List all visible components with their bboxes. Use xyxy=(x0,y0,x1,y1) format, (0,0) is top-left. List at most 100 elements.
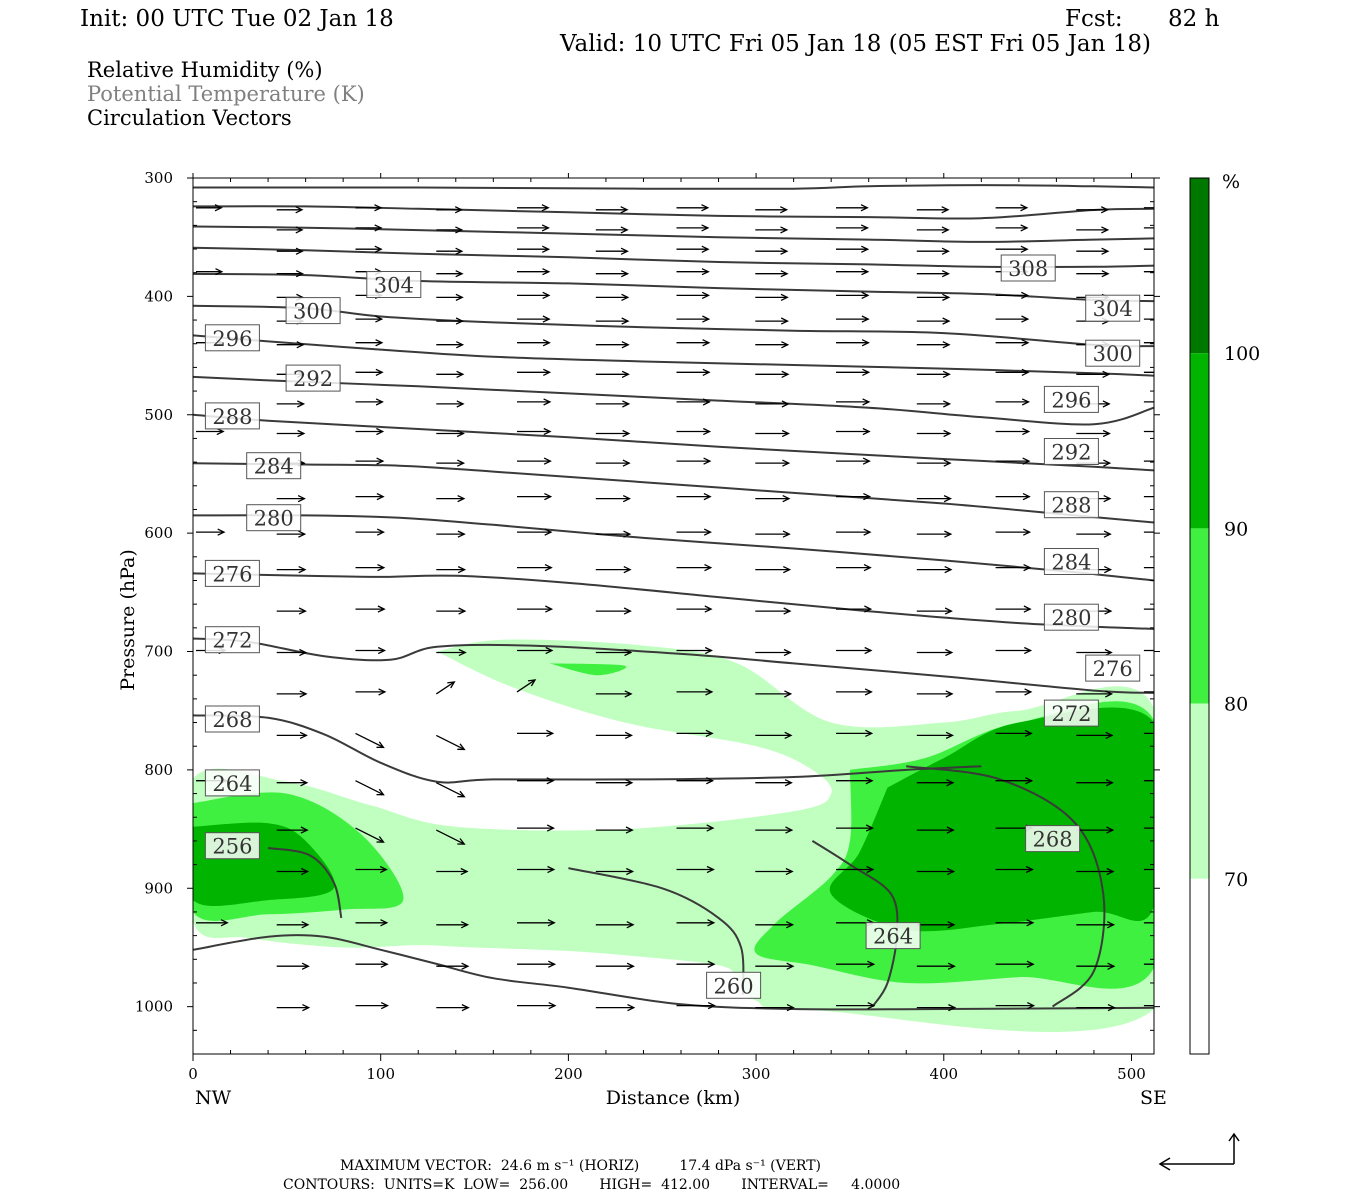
circulation-vector xyxy=(836,245,870,253)
circulation-vector xyxy=(595,400,631,408)
circulation-vector xyxy=(995,1002,1036,1010)
vector-head xyxy=(458,607,467,615)
theta-contour-272 xyxy=(193,514,1154,582)
circulation-vector xyxy=(916,826,955,834)
contour-label-292: 292 xyxy=(285,364,341,392)
colorbar-label: 80 xyxy=(1224,694,1248,716)
vector-head xyxy=(864,688,873,696)
contour-label-300: 300 xyxy=(285,297,341,325)
vector-head xyxy=(780,293,789,301)
contour-label-box xyxy=(246,504,302,532)
vector-head xyxy=(944,530,953,538)
vector-head xyxy=(380,919,389,927)
vector-head xyxy=(295,206,304,214)
vector-head xyxy=(461,1004,470,1012)
circulation-vector xyxy=(836,427,871,436)
circulation-vector xyxy=(517,824,555,832)
circulation-vector xyxy=(595,370,630,378)
circulation-vector xyxy=(436,782,466,798)
contour-labels: 3083043043003002962962922922882882842842… xyxy=(204,254,1141,999)
vector-head xyxy=(862,398,871,406)
vector-head xyxy=(377,605,386,613)
vector-head xyxy=(547,919,556,927)
circulation-vector xyxy=(836,646,873,655)
vector-head xyxy=(1021,291,1030,299)
circulation-vector xyxy=(355,427,385,436)
circulation-vector xyxy=(517,291,551,299)
vector-shaft xyxy=(516,679,536,693)
contour-label-text: 272 xyxy=(212,629,252,653)
vector-head xyxy=(299,731,308,739)
circulation-vector xyxy=(436,341,465,349)
contour-label-text: 284 xyxy=(254,455,294,479)
contour-label-260: 260 xyxy=(706,971,762,999)
vector-head xyxy=(376,457,385,465)
vector-head xyxy=(623,607,632,615)
circulation-vector xyxy=(676,398,711,406)
vector-head xyxy=(376,788,385,796)
circulation-vector xyxy=(196,427,225,436)
vector-head xyxy=(625,779,634,787)
vector-head xyxy=(701,204,710,212)
circulation-vector xyxy=(595,270,630,278)
circulation-vector xyxy=(355,224,383,232)
theta-contours xyxy=(193,184,1154,1011)
circulation-vector xyxy=(276,370,305,378)
vector-head xyxy=(861,245,870,253)
circulation-vector xyxy=(1143,430,1154,433)
circulation-vector xyxy=(196,919,229,927)
circulation-vector xyxy=(517,605,554,613)
circulation-vector xyxy=(276,341,305,349)
vector-head xyxy=(1171,458,1177,464)
vector-head xyxy=(947,962,956,970)
theta-contour-284 xyxy=(193,375,1154,426)
vector-head xyxy=(627,1004,636,1012)
theta-contour-296 xyxy=(193,272,1154,303)
circulation-vector xyxy=(595,731,633,739)
vector-head xyxy=(374,204,383,212)
circulation-vector xyxy=(276,400,306,408)
circulation-vector xyxy=(1076,206,1110,214)
vector-head xyxy=(1101,293,1110,301)
circulation-vector xyxy=(995,564,1032,572)
vector-head xyxy=(543,368,552,376)
circulation-vector xyxy=(676,339,711,347)
contour-label-288: 288 xyxy=(204,402,260,430)
theta-contour-300 xyxy=(193,246,1154,269)
vector-head xyxy=(786,1004,795,1012)
circulation-vector xyxy=(436,370,465,378)
circulation-vector xyxy=(836,204,869,212)
contour-label-text: 276 xyxy=(1093,657,1133,681)
vector-head xyxy=(543,457,552,465)
circulation-vector xyxy=(436,530,466,538)
vector-head xyxy=(863,528,872,536)
circulation-vector xyxy=(517,960,557,968)
vector-head xyxy=(781,370,790,378)
vector-head xyxy=(706,824,715,832)
y-tick-label: 300 xyxy=(144,169,173,187)
circulation-vector xyxy=(755,206,789,214)
vector-head xyxy=(706,777,715,785)
vector-head xyxy=(1101,247,1110,255)
circulation-vector xyxy=(276,962,310,970)
circulation-vector xyxy=(355,960,389,968)
circulation-vector xyxy=(595,293,630,301)
circulation-vector xyxy=(1143,691,1154,693)
vector-head xyxy=(1170,369,1176,375)
vector-head xyxy=(1102,341,1111,349)
contour-label-box xyxy=(204,705,260,733)
vector-head xyxy=(543,427,552,436)
theta-contour-260 xyxy=(568,867,745,995)
vector-head xyxy=(1107,1004,1116,1012)
circulation-vector xyxy=(355,457,385,465)
vector-head xyxy=(785,826,794,834)
circulation-vector xyxy=(1076,779,1114,787)
vector-head xyxy=(296,370,305,378)
vector-head xyxy=(780,270,789,278)
vector-head xyxy=(377,646,386,655)
vector-head xyxy=(622,459,631,467)
theta-contour-308 xyxy=(193,205,1154,220)
circulation-vector xyxy=(836,291,870,299)
vector-head xyxy=(865,729,874,737)
